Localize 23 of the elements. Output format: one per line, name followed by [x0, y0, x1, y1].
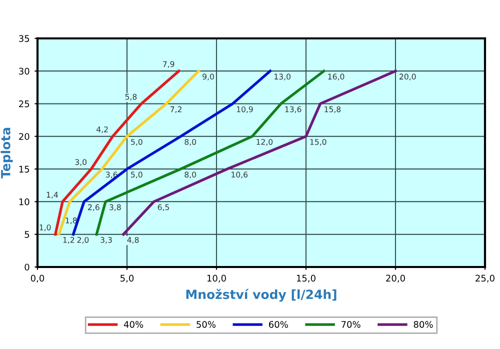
y-tick-label: 5: [24, 231, 30, 238]
y-axis-title: Teplota: [0, 128, 13, 178]
x-tick-label: 0,0: [30, 274, 44, 283]
line-series: [58, 70, 200, 236]
y-tick-label: 25: [19, 100, 30, 108]
y-tick-label: 10: [19, 198, 30, 206]
x-tick-label: 10,0: [207, 274, 226, 283]
y-tick-label: 30: [19, 68, 30, 75]
y-tick-label: 0: [24, 264, 30, 271]
legend-label: 60%: [269, 320, 288, 328]
x-tick-label: 25,0: [476, 274, 494, 283]
x-tick-label: 5,0: [120, 274, 134, 283]
y-tick-label: 20: [19, 133, 30, 140]
legend-label: 80%: [414, 320, 433, 328]
y-tick-label: 35: [19, 35, 30, 42]
x-tick-label: 15,0: [296, 274, 316, 283]
x-tick-label: 20,0: [386, 274, 405, 283]
legend-label: 40%: [124, 320, 144, 328]
line-series: [122, 70, 397, 236]
x-axis-title: Množství vody [l/24h]: [186, 288, 336, 302]
y-tick-label: 15: [19, 166, 30, 173]
legend-label: 50%: [196, 320, 216, 328]
legend-label: 70%: [342, 320, 360, 328]
